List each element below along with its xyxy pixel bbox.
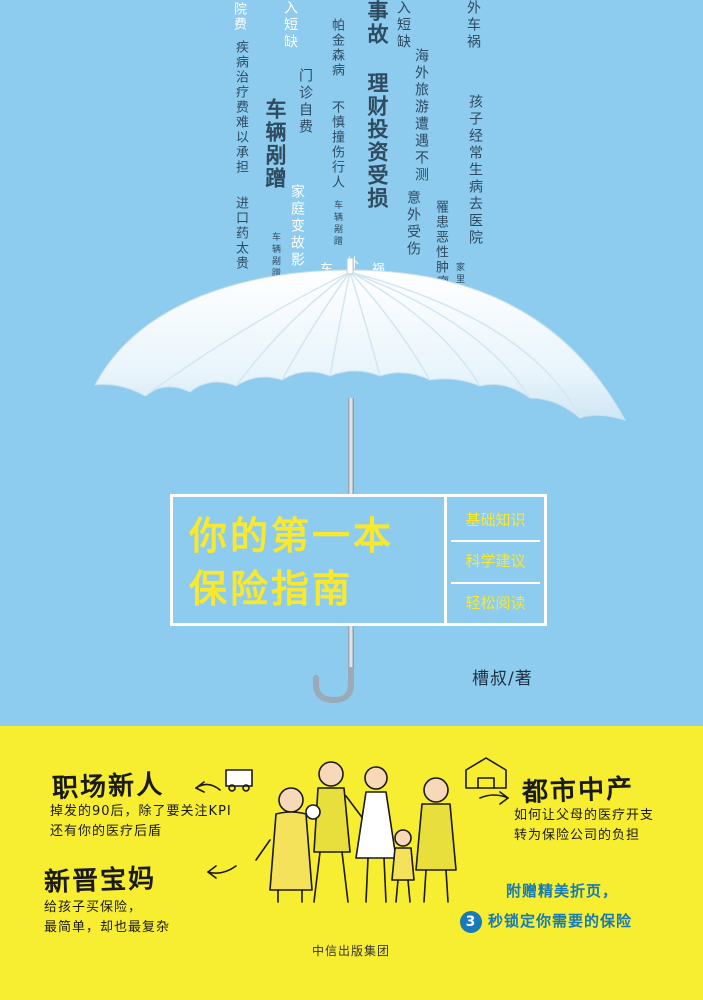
promo-line: 附赠精美折页， (506, 882, 619, 900)
yellow-band (0, 726, 703, 1000)
rain-text: 疾病治疗费难以承担 (233, 40, 248, 175)
title-box: 你的第一本 保险指南 (170, 494, 447, 626)
rain-text: 院费 (231, 2, 246, 32)
rain-text: 罹患恶性肿瘤 (433, 200, 448, 290)
seconds-badge: 3 (460, 911, 482, 933)
umbrella-illustration (94, 257, 627, 704)
feature-item: 轻松阅读 (465, 594, 526, 612)
feature-item: 科学建议 (465, 552, 526, 570)
panel-title: 职场新人 (51, 770, 165, 804)
rain-text: 车辆剐蹭 (263, 98, 287, 190)
panel-title: 都市中产 (521, 774, 635, 808)
rain-text: 家庭变故影 (289, 184, 305, 269)
title-line-1: 你的第一本 (189, 514, 395, 558)
author: 槽叔/著 (472, 669, 533, 689)
panel-text: 如何让父母的医疗开支 (514, 808, 655, 823)
rain-text: 帕金森病 (329, 18, 344, 78)
feature-divider (451, 540, 540, 542)
publisher: 中信出版集团 (312, 944, 391, 958)
feature-divider (451, 582, 540, 584)
feature-box: 基础知识 科学建议 轻松阅读 (447, 494, 547, 626)
rain-text: 门诊自费 (297, 68, 313, 136)
rain-text: 意外受伤 (405, 190, 421, 258)
panel-text: 给孩子买保险， (44, 900, 143, 915)
panel-text: 最简单，却也最复杂 (44, 920, 171, 935)
panel-title: 新晋宝妈 (43, 864, 157, 898)
title-line-2: 保险指南 (189, 567, 354, 611)
rain-text: 入短缺 (395, 0, 411, 51)
rain-text: 车辆剐蹭 (332, 200, 342, 248)
feature-item: 基础知识 (465, 511, 526, 529)
rain-text: 进口药太贵 (233, 196, 248, 271)
rain-text: 车辆剐蹭 (270, 232, 280, 280)
rain-text: 海外旅游遭遇不测 (413, 48, 429, 184)
rain-text: 外车祸 (465, 0, 481, 51)
panel-text: 还有你的医疗后盾 (50, 824, 163, 839)
rain-text: 孩子经常生病去医院 (467, 94, 483, 247)
promo-line-2: 3 秒锁定你需要的保险 (460, 910, 632, 933)
arrow-left-bottom (207, 865, 237, 874)
doodle-arrows (195, 781, 509, 879)
panel-text: 掉发的90后，除了要关注KPI (50, 804, 232, 819)
panel-text: 转为保险公司的负担 (514, 828, 641, 843)
rain-text: 事故 (365, 0, 389, 46)
rain-text: 理财投资受损 (365, 72, 389, 210)
rain-text: 不慎撞伤行人 (329, 100, 344, 190)
family-illustration (225, 757, 507, 903)
rain-text: 入短缺 (282, 0, 298, 51)
promo-text: 秒锁定你需要的保险 (488, 912, 633, 930)
